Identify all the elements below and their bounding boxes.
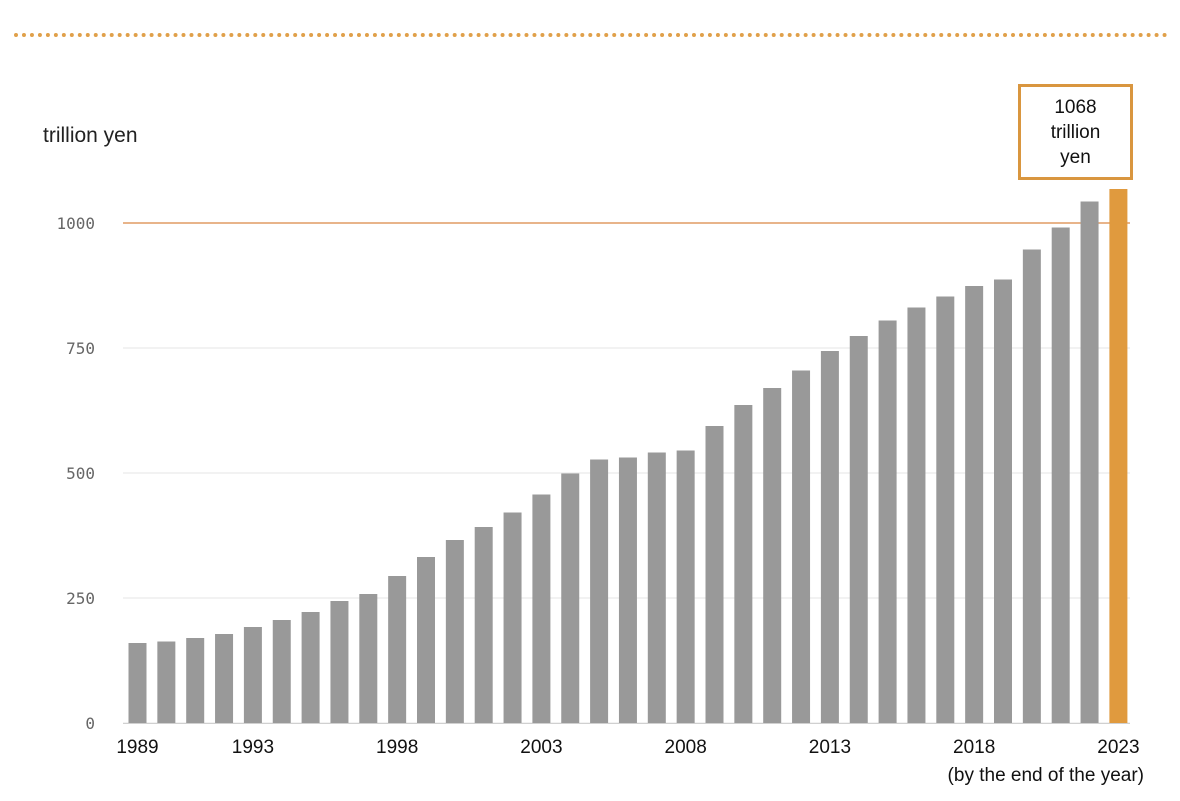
x-tick-label: 1993 — [232, 737, 274, 758]
x-tick-label: 1989 — [116, 737, 158, 758]
period-note: (by the end of the year) — [947, 765, 1144, 786]
y-tick-label: 500 — [66, 464, 95, 483]
bar — [388, 576, 407, 723]
bar — [965, 286, 984, 723]
x-tick-label: 2023 — [1097, 737, 1139, 758]
bar — [878, 320, 897, 723]
x-tick-label: 2013 — [809, 737, 851, 758]
callout-unit-line-1: trillion — [1050, 121, 1101, 143]
highlight-callout: 1068 trillion yen — [1018, 84, 1133, 180]
bar — [1022, 249, 1041, 723]
bar — [1080, 201, 1099, 723]
bar — [590, 459, 609, 723]
bar — [994, 279, 1012, 723]
bar — [215, 634, 234, 723]
bar — [186, 638, 205, 723]
x-tick-label: 2008 — [665, 737, 707, 758]
bar — [705, 426, 724, 723]
bar — [647, 452, 666, 723]
bar — [359, 594, 378, 723]
bar — [445, 540, 464, 723]
bar — [763, 388, 782, 723]
bar — [301, 612, 320, 723]
dotted-divider — [14, 33, 1168, 37]
bar — [618, 457, 637, 723]
y-axis-unit-label: trillion yen — [43, 124, 138, 147]
bar — [417, 557, 435, 723]
bar — [936, 296, 955, 723]
bar — [272, 620, 291, 723]
y-tick-label: 250 — [66, 589, 95, 608]
y-tick-label: 750 — [66, 339, 95, 358]
x-tick-label: 2003 — [520, 737, 562, 758]
bar — [561, 473, 580, 723]
bar — [474, 527, 493, 723]
bar — [849, 336, 868, 723]
bar — [503, 512, 522, 723]
bar — [1051, 227, 1070, 723]
x-tick-label: 1998 — [376, 737, 418, 758]
callout-unit-line-2: yen — [1060, 146, 1091, 168]
bar — [907, 307, 926, 723]
bar — [532, 494, 551, 723]
y-tick-label: 1000 — [56, 214, 95, 233]
bar — [128, 643, 147, 723]
bar — [157, 641, 176, 723]
bar — [330, 601, 349, 723]
bar — [734, 405, 753, 723]
bar — [243, 627, 262, 723]
x-tick-label: 2018 — [953, 737, 995, 758]
callout-value: 1068 — [1054, 96, 1097, 118]
bar — [676, 450, 695, 723]
y-tick-label: 0 — [85, 714, 95, 733]
bar-highlight — [1109, 189, 1128, 723]
bar — [820, 351, 839, 723]
bar — [792, 370, 811, 723]
